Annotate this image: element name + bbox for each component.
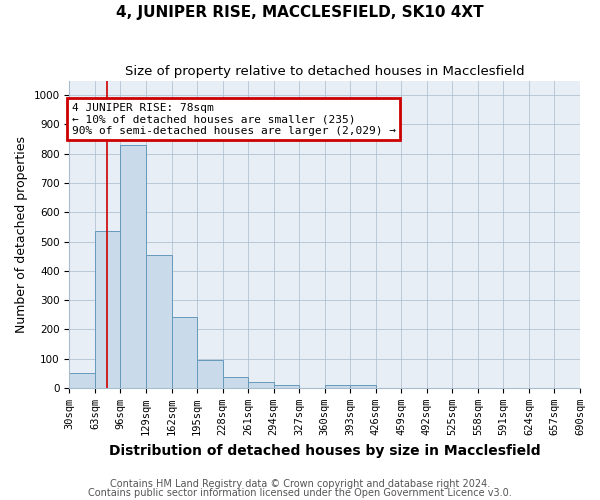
Text: Contains public sector information licensed under the Open Government Licence v3: Contains public sector information licen… bbox=[88, 488, 512, 498]
Bar bbox=[70, 374, 95, 388]
Bar bbox=[274, 384, 299, 388]
Bar bbox=[172, 317, 197, 388]
Text: Contains HM Land Registry data © Crown copyright and database right 2024.: Contains HM Land Registry data © Crown c… bbox=[110, 479, 490, 489]
Bar bbox=[350, 386, 376, 388]
Bar bbox=[121, 145, 146, 388]
Y-axis label: Number of detached properties: Number of detached properties bbox=[15, 136, 28, 333]
Bar bbox=[325, 386, 350, 388]
Bar bbox=[146, 254, 172, 388]
Bar bbox=[248, 382, 274, 388]
Bar bbox=[95, 232, 121, 388]
X-axis label: Distribution of detached houses by size in Macclesfield: Distribution of detached houses by size … bbox=[109, 444, 541, 458]
Title: Size of property relative to detached houses in Macclesfield: Size of property relative to detached ho… bbox=[125, 65, 524, 78]
Text: 4, JUNIPER RISE, MACCLESFIELD, SK10 4XT: 4, JUNIPER RISE, MACCLESFIELD, SK10 4XT bbox=[116, 5, 484, 20]
Bar bbox=[223, 377, 248, 388]
Bar bbox=[197, 360, 223, 388]
Text: 4 JUNIPER RISE: 78sqm
← 10% of detached houses are smaller (235)
90% of semi-det: 4 JUNIPER RISE: 78sqm ← 10% of detached … bbox=[72, 102, 396, 136]
